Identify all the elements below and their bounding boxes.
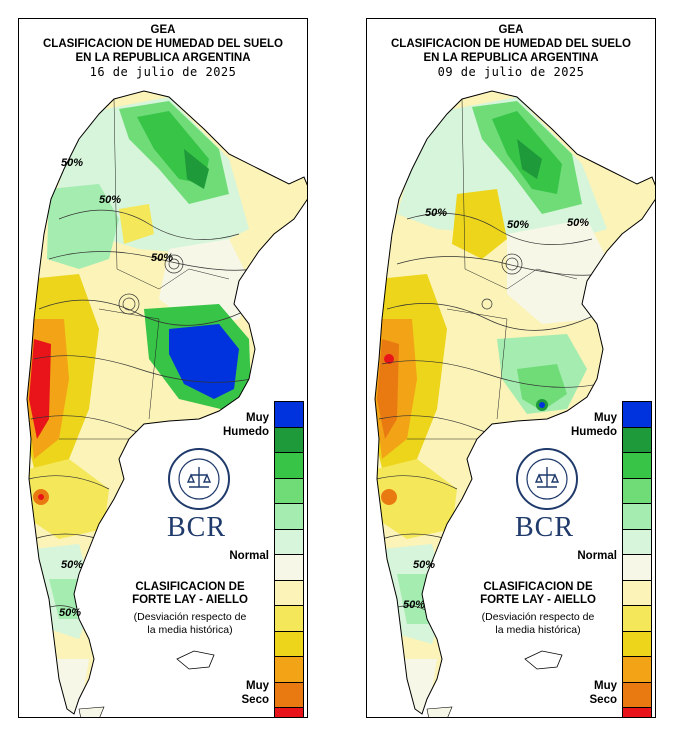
map-header: GEA CLASIFICACION DE HUMEDAD DEL SUELO E… (19, 23, 307, 79)
legend-swatch (623, 427, 651, 453)
legend-swatch (275, 682, 303, 708)
argentina-map-right (374, 90, 655, 717)
bcr-seal-logo (168, 448, 230, 510)
legend-swatch (275, 504, 303, 530)
legend-swatch (275, 657, 303, 683)
legend-swatch (623, 657, 651, 683)
isoline-label: 50% (59, 607, 82, 619)
legend-label-very-dry: Muy Seco (589, 680, 618, 706)
legend-swatch (275, 708, 303, 717)
legend-color-scale (622, 401, 652, 717)
legend-swatch (623, 631, 651, 657)
legend-swatch (275, 427, 303, 453)
header-org: GEA (498, 24, 524, 36)
bcr-logo-text: BCR (515, 512, 575, 543)
legend-label-normal: Normal (229, 550, 269, 562)
legend-swatch (275, 529, 303, 555)
classification-title: CLASIFICACION DE FORTE LAY - AIELLO (480, 581, 596, 606)
header-date: 09 de julio de 2025 (437, 65, 585, 79)
legend-swatch (623, 580, 651, 606)
legend-label-very-wet: Muy Humedo (223, 412, 269, 438)
isoline-label: 50% (61, 559, 84, 571)
header-title: CLASIFICACION DE HUMEDAD DEL SUELO (390, 38, 632, 50)
legend-swatch (623, 453, 651, 479)
legend-swatch (275, 402, 303, 428)
legend-swatch (275, 580, 303, 606)
legend-swatch (275, 478, 303, 504)
legend-swatch (275, 631, 303, 657)
isoline-label: 50% (61, 157, 84, 169)
map-panel-right: GEA CLASIFICACION DE HUMEDAD DEL SUELO E… (366, 18, 656, 718)
header-subtitle: EN LA REPUBLICA ARGENTINA (75, 52, 251, 64)
legend-swatch (623, 555, 651, 581)
legend-swatch (623, 504, 651, 530)
map-header: GEA CLASIFICACION DE HUMEDAD DEL SUELO E… (367, 23, 655, 79)
isoline-label: 50% (567, 217, 590, 229)
isoline-label: 50% (425, 207, 448, 219)
isoline-label: 50% (99, 194, 122, 206)
isoline-label: 50% (507, 219, 530, 231)
legend-swatch (623, 478, 651, 504)
classification-note: (Desviación respecto de la media históri… (481, 611, 595, 636)
header-org: GEA (150, 24, 176, 36)
classification-note: (Desviación respecto de la media históri… (133, 611, 247, 636)
argentina-map-left (26, 90, 307, 717)
legend-swatch (275, 555, 303, 581)
bcr-seal-logo (516, 448, 578, 510)
legend-label-normal: Normal (577, 550, 617, 562)
legend-swatch (275, 606, 303, 632)
header-subtitle: EN LA REPUBLICA ARGENTINA (423, 52, 599, 64)
legend-swatch (275, 453, 303, 479)
map-panel-left: GEA CLASIFICACION DE HUMEDAD DEL SUELO E… (18, 18, 308, 718)
legend-swatch (623, 606, 651, 632)
legend-label-very-dry: Muy Seco (241, 680, 270, 706)
legend-swatch (623, 682, 651, 708)
header-title: CLASIFICACION DE HUMEDAD DEL SUELO (42, 38, 284, 50)
legend-color-scale (274, 401, 304, 717)
legend-swatch (623, 708, 651, 717)
classification-title: CLASIFICACION DE FORTE LAY - AIELLO (132, 581, 248, 606)
isoline-label: 50% (413, 559, 436, 571)
legend-swatch (623, 529, 651, 555)
legend-label-very-wet: Muy Humedo (571, 412, 617, 438)
bcr-logo-text: BCR (167, 512, 227, 543)
legend-swatch (623, 402, 651, 428)
isoline-label: 50% (151, 252, 174, 264)
isoline-label: 50% (403, 599, 426, 611)
header-date: 16 de julio de 2025 (89, 65, 237, 79)
